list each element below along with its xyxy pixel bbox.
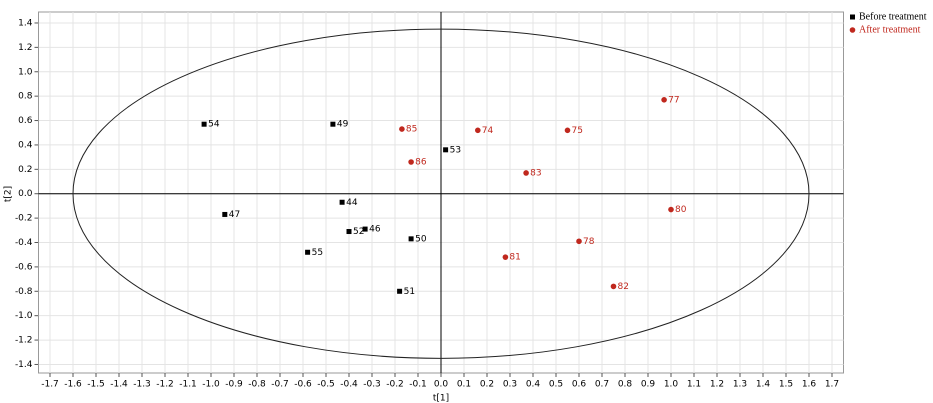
point <box>330 121 336 127</box>
point <box>523 170 529 176</box>
x-tick-label: 0.6 <box>572 380 587 390</box>
x-tick-label: 1.3 <box>733 380 747 390</box>
point-label: 53 <box>450 145 461 155</box>
x-tick-label: -1.1 <box>179 380 197 390</box>
x-tick-label: 0.2 <box>480 380 494 390</box>
point <box>346 229 352 235</box>
point <box>668 206 674 213</box>
x-tick-label: 1.6 <box>802 380 817 390</box>
x-tick-label: 1.0 <box>664 380 679 390</box>
x-tick-label: 0.0 <box>434 380 449 390</box>
point-label: 51 <box>404 287 415 297</box>
point <box>362 226 368 232</box>
x-tick-label: -1.6 <box>64 380 82 390</box>
point <box>564 127 571 134</box>
y-tick-label: -1.0 <box>15 311 33 321</box>
point-label: 80 <box>675 205 687 215</box>
y-tick-label: -1.4 <box>15 360 33 370</box>
legend-marker <box>849 27 856 33</box>
x-axis-label: t[1] <box>433 394 449 403</box>
y-tick-label: 0.2 <box>18 165 32 175</box>
point <box>408 236 414 242</box>
point-label: 77 <box>668 95 679 105</box>
x-tick-label: -0.2 <box>386 380 404 390</box>
point-label: 83 <box>530 168 541 178</box>
y-tick-label: 1.2 <box>18 43 32 53</box>
point-label: 85 <box>406 125 417 135</box>
point-label: 82 <box>618 282 629 292</box>
x-tick-label: 0.4 <box>526 380 541 390</box>
point <box>305 249 311 255</box>
y-tick-label: -0.6 <box>15 262 33 272</box>
point-label: 55 <box>312 248 323 258</box>
x-tick-label: 0.5 <box>549 380 563 390</box>
point-label: 54 <box>208 120 220 130</box>
point-label: 47 <box>229 210 240 220</box>
y-tick-label: -1.2 <box>15 336 33 346</box>
x-tick-label: 0.9 <box>641 380 656 390</box>
point <box>397 288 403 294</box>
x-tick-label: -1.7 <box>41 380 59 390</box>
point <box>222 211 228 217</box>
x-tick-label: -0.3 <box>363 380 381 390</box>
x-tick-label: 1.5 <box>779 380 793 390</box>
point-label: 46 <box>369 225 381 235</box>
point <box>339 199 345 205</box>
point-label: 86 <box>415 158 427 168</box>
y-tick-label: 0.0 <box>18 189 33 199</box>
point-label: 74 <box>482 126 494 136</box>
x-tick-label: 1.4 <box>756 380 771 390</box>
x-tick-label: -0.9 <box>225 380 243 390</box>
point <box>201 121 207 127</box>
point-label: 52 <box>353 227 364 237</box>
x-tick-label: 1.1 <box>687 380 701 390</box>
point <box>443 147 449 153</box>
y-tick-label: 0.6 <box>18 116 33 126</box>
y-tick-label: 0.4 <box>18 140 33 150</box>
x-tick-label: -0.6 <box>294 380 312 390</box>
confidence-ellipse <box>72 28 810 359</box>
y-axis-label: t[2] <box>4 186 14 202</box>
x-tick-label: 0.3 <box>503 380 517 390</box>
legend-label: Before treatment <box>859 11 927 22</box>
x-tick-label: 0.8 <box>618 380 633 390</box>
point <box>502 254 509 260</box>
legend-label: After treatment <box>859 24 921 35</box>
point-label: 44 <box>346 198 358 208</box>
point <box>399 126 405 132</box>
y-tick-label: -0.2 <box>15 214 33 224</box>
point-label: 81 <box>509 253 520 263</box>
x-tick-label: -1.0 <box>202 380 220 390</box>
x-tick-label: 1.7 <box>825 380 839 390</box>
x-tick-label: -1.3 <box>133 380 151 390</box>
x-tick-label: -0.4 <box>340 380 358 390</box>
y-tick-label: 1.4 <box>18 18 33 28</box>
x-tick-label: -1.2 <box>156 380 174 390</box>
point-label: 78 <box>583 237 595 247</box>
y-tick-label: 1.0 <box>18 67 33 77</box>
x-tick-label: 0.7 <box>595 380 609 390</box>
x-tick-label: -0.5 <box>317 380 335 390</box>
x-tick-label: 1.2 <box>710 380 724 390</box>
point <box>475 127 481 134</box>
x-tick-label: -0.8 <box>248 380 266 390</box>
x-tick-label: -1.4 <box>110 380 128 390</box>
legend-marker <box>850 14 855 20</box>
point <box>610 283 617 290</box>
y-tick-label: -0.8 <box>15 287 33 297</box>
y-tick-label: -0.4 <box>15 238 33 248</box>
x-tick-label: -1.5 <box>87 380 105 390</box>
point <box>576 238 582 245</box>
x-tick-label: -0.1 <box>409 380 427 390</box>
x-tick-label: 0.1 <box>457 380 471 390</box>
point <box>408 159 414 165</box>
point-label: 50 <box>415 234 427 244</box>
y-tick-label: 0.8 <box>18 92 33 102</box>
point-label: 75 <box>572 126 583 136</box>
point <box>661 97 667 103</box>
x-tick-label: -0.7 <box>271 380 289 390</box>
point-label: 49 <box>337 120 349 130</box>
